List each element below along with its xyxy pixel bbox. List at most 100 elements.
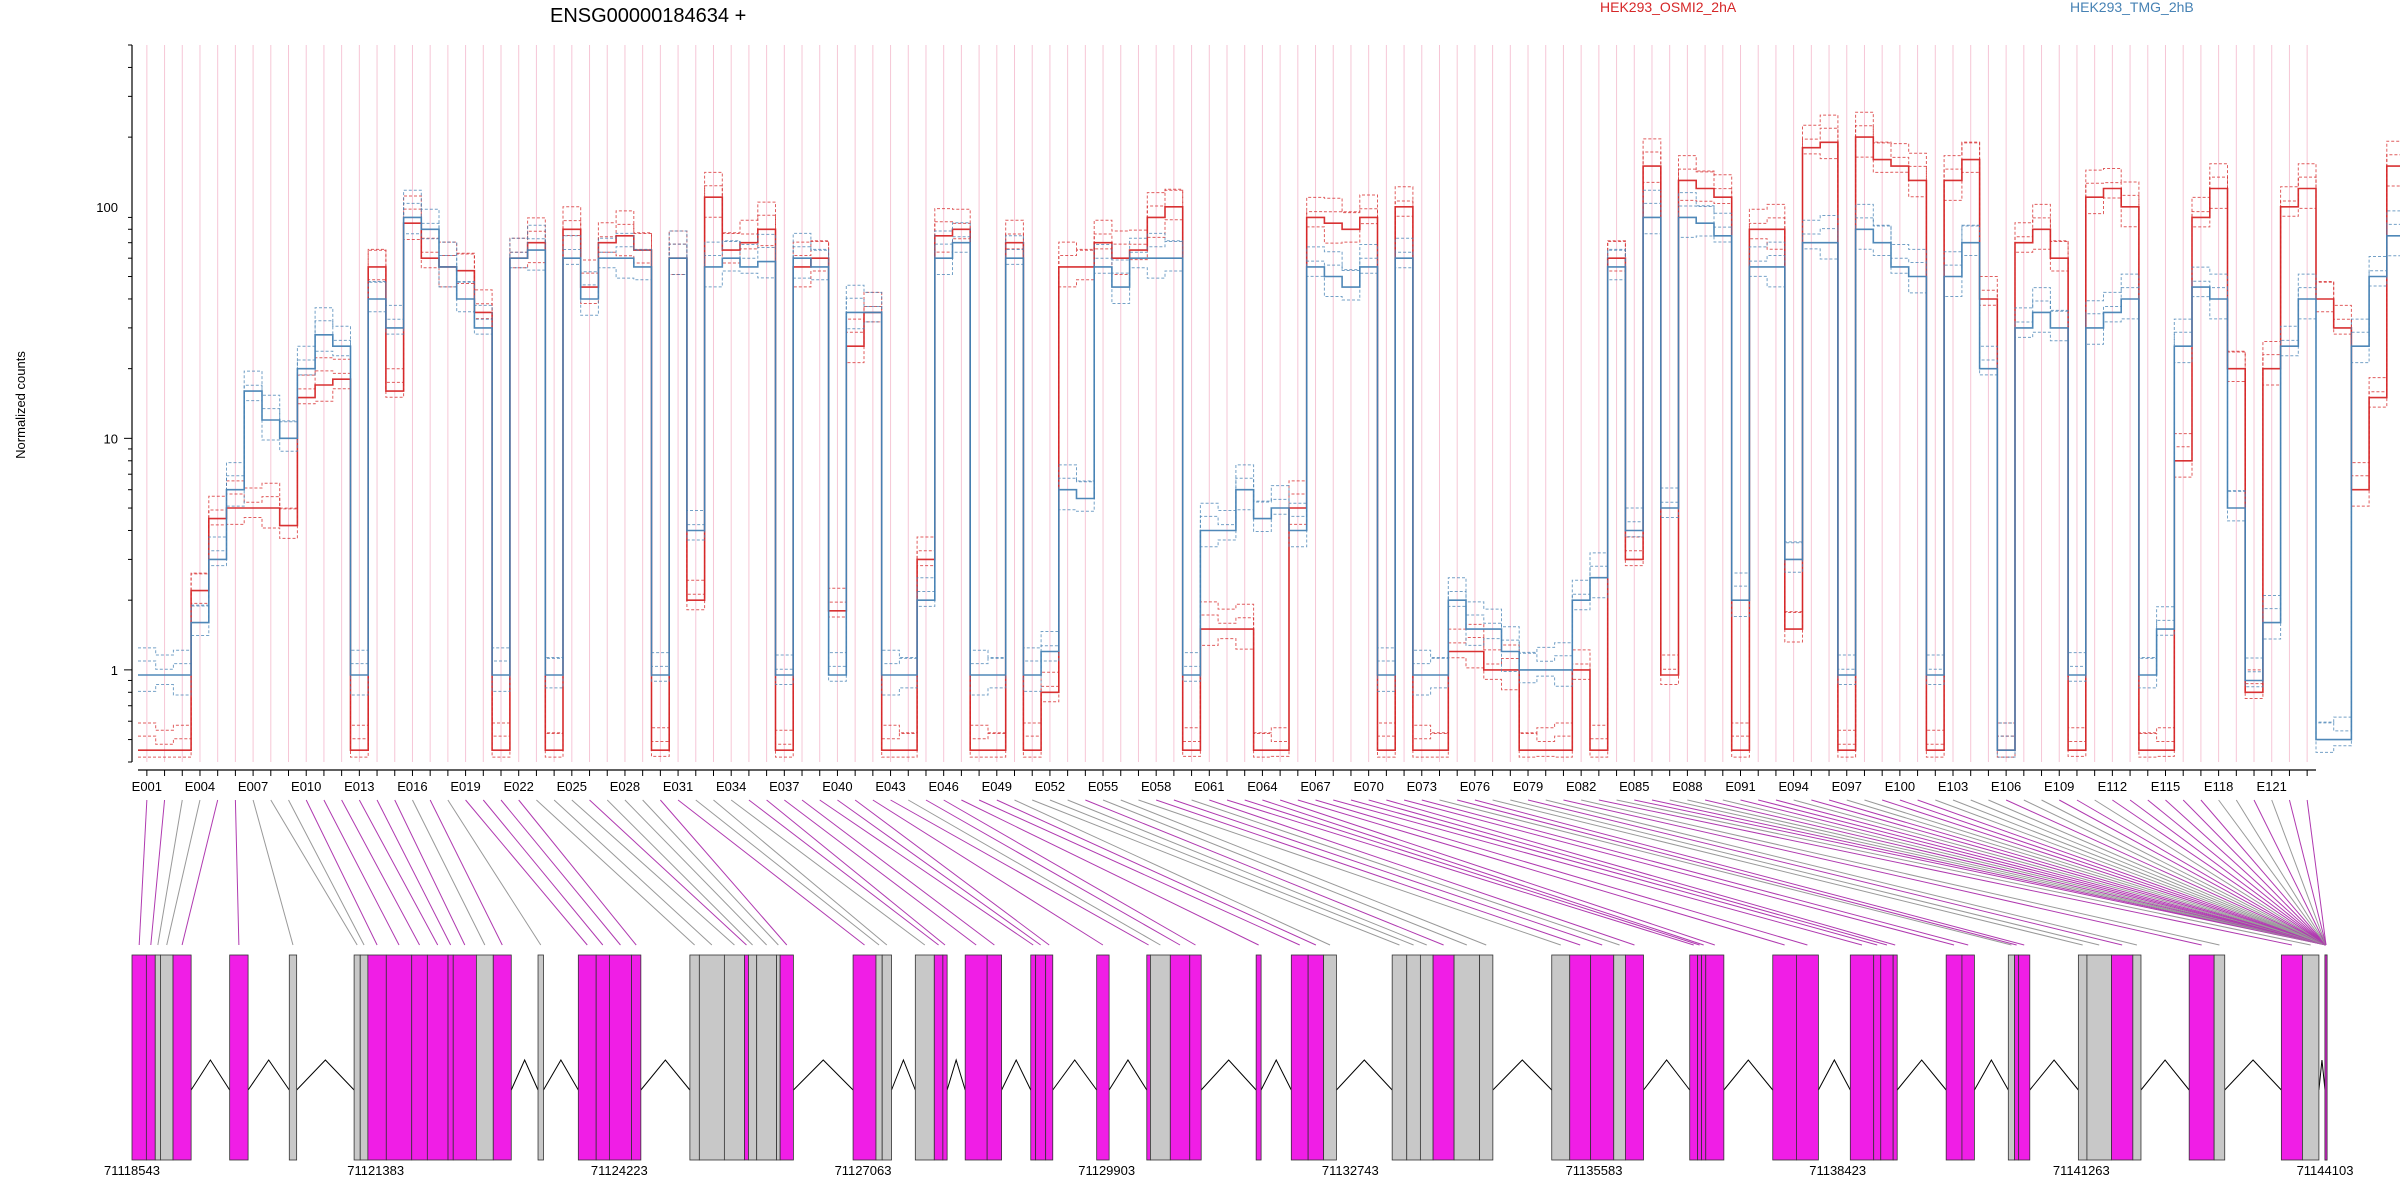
exon-connector [1882, 799, 2327, 946]
exon-block [942, 954, 948, 1161]
exon-connector [571, 799, 735, 946]
exon-block [160, 954, 174, 1161]
series-line-2 [138, 189, 2400, 724]
series-lines [138, 111, 2400, 758]
intron-line [1492, 1059, 1553, 1091]
exon-block [914, 954, 935, 1161]
intron-line [1643, 1059, 1691, 1091]
exon-label: E085 [1619, 779, 1649, 794]
exon-connector [1439, 799, 2012, 946]
exon-connector [978, 799, 1300, 946]
exon-block [1796, 954, 1819, 1161]
exon-label: E055 [1088, 779, 1118, 794]
exon-connector [837, 799, 1041, 946]
exon-label: E088 [1672, 779, 1702, 794]
exon-block [2007, 954, 2015, 1161]
exon-label: E103 [1938, 779, 1968, 794]
exon-connector [270, 799, 358, 946]
exon-block [537, 954, 544, 1161]
exon-connector [1811, 799, 2327, 946]
exon-connector [2129, 799, 2327, 946]
exon-connector [1793, 799, 2327, 946]
exon-label: E040 [822, 779, 852, 794]
genomic-coordinate-axis: 71118543 71121383 71124223 71127063 71129903… [104, 1163, 2353, 1178]
exon-label: E106 [1991, 779, 2021, 794]
exon-label: E037 [769, 779, 799, 794]
exon-connector [150, 799, 166, 946]
exon-connector [1846, 799, 2327, 946]
exon-label: E028 [610, 779, 640, 794]
exon-connector [500, 799, 621, 946]
exon-connector [996, 799, 1317, 946]
exon-label: E007 [238, 779, 268, 794]
exon-block [1323, 954, 1337, 1161]
intron-line [1817, 1058, 1851, 1091]
gene-model [131, 954, 2328, 1161]
exon-block [411, 954, 428, 1161]
exon-connector [801, 799, 995, 946]
exon-connector [1368, 799, 1888, 946]
exon-connector [1386, 799, 1896, 946]
exon-connector [1758, 799, 2327, 946]
coordinate-label: 71129903 [1078, 1163, 1135, 1178]
exon-connector [2059, 799, 2327, 946]
exon-connector [157, 799, 183, 946]
exon-connector [1704, 799, 2327, 946]
exon-block [154, 954, 161, 1161]
exon-label: E013 [344, 779, 374, 794]
exon-label: E034 [716, 779, 746, 794]
exon-block [698, 954, 725, 1161]
exon-connector [1102, 799, 1468, 946]
exon-connector [482, 799, 604, 946]
exon-block [2302, 954, 2320, 1161]
exon-connector [2005, 799, 2327, 946]
exon-connector [1173, 799, 1603, 946]
exon-block [1624, 954, 1644, 1161]
series-line-1 [138, 111, 2400, 734]
exon-connector [1457, 799, 2017, 946]
exon-label: E091 [1725, 779, 1755, 794]
exon-block [452, 954, 477, 1161]
exon-label: E001 [132, 779, 162, 794]
exon-label: E082 [1566, 779, 1596, 794]
exon-label: E022 [504, 779, 534, 794]
exon-block [933, 954, 944, 1161]
exon-connector [1279, 799, 1715, 946]
exon-connector [2165, 799, 2327, 946]
exon-block [2280, 954, 2303, 1161]
exon-connector [1138, 799, 1561, 946]
exon-connector [589, 799, 747, 946]
y-tick-label: 100 [96, 200, 118, 215]
exon-axis: E001 E004 E007 E010 E013 E016 E019 E022 E025 E028… [132, 769, 2316, 794]
exon-connector [890, 799, 1149, 946]
exon-block [1419, 954, 1434, 1161]
exon-connector [1315, 799, 1808, 946]
exon-block [595, 954, 610, 1161]
exon-block [1453, 954, 1481, 1161]
series-line-1 [138, 125, 2400, 745]
exon-block [359, 954, 369, 1161]
exon-connector [2235, 799, 2327, 946]
exon-connector [943, 799, 1196, 946]
legend-series-1: HEK293_OSMI2_2hA [1600, 0, 1737, 15]
exon-connector [376, 799, 452, 946]
exon-block [1705, 954, 1725, 1161]
exon-connector [2306, 799, 2327, 946]
exon-block [353, 954, 361, 1161]
exon-connector [166, 799, 201, 946]
exon-label: E061 [1194, 779, 1224, 794]
intron-line [2224, 1059, 2282, 1091]
exon-label: E073 [1407, 779, 1437, 794]
exon-block [1697, 954, 1702, 1161]
intron-line [2029, 1059, 2079, 1091]
exon-block [1551, 954, 1571, 1161]
exon-connector [1935, 799, 2327, 946]
exon-block [492, 954, 512, 1161]
exon-label: E019 [450, 779, 480, 794]
exon-connector [713, 799, 888, 946]
exon-block [475, 954, 494, 1161]
exon-block [1772, 954, 1797, 1161]
exon-connector [358, 799, 439, 946]
exon-connector [606, 799, 753, 946]
exon-connector [412, 799, 486, 946]
